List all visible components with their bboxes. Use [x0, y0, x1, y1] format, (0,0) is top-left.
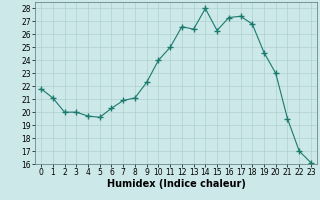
X-axis label: Humidex (Indice chaleur): Humidex (Indice chaleur) [107, 179, 245, 189]
